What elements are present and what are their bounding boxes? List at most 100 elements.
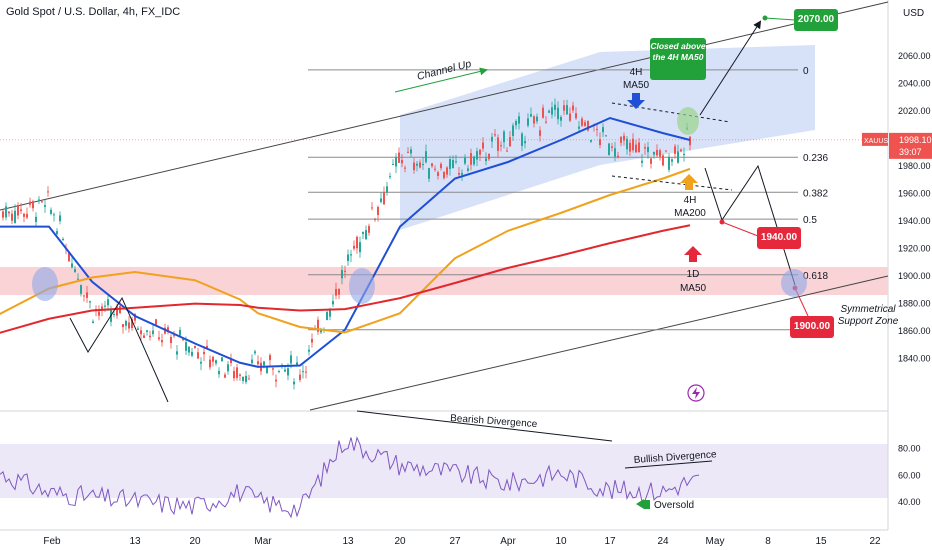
channel-lower-line	[309, 275, 889, 411]
candle-body	[182, 339, 184, 341]
candle-body	[428, 168, 430, 179]
highlight-circle-mar	[349, 268, 375, 304]
candle-body	[422, 164, 424, 166]
candle-body	[71, 263, 73, 268]
candle-body	[419, 162, 421, 168]
ma50-4h-line	[0, 116, 691, 368]
candle-body	[131, 319, 133, 329]
ma200-4h-label-bottom: MA200	[674, 208, 706, 219]
candle-body	[239, 374, 241, 376]
candle-body	[11, 213, 13, 221]
candle-body	[545, 121, 547, 123]
candle-body	[308, 349, 310, 352]
candle-body	[14, 210, 16, 223]
candle-body	[122, 324, 124, 328]
candle-body	[266, 367, 268, 374]
candle-body	[209, 359, 211, 368]
candle-body	[275, 379, 277, 382]
candle-body	[587, 121, 589, 131]
candle-body	[605, 135, 607, 137]
candle-body	[668, 156, 670, 170]
candle-body	[224, 374, 226, 378]
closed-above-callout: Closed above the 4H MA50	[650, 38, 706, 80]
candle-body	[659, 150, 661, 157]
candle-body	[623, 135, 625, 141]
candle-body	[134, 314, 136, 321]
candle-body	[578, 126, 580, 129]
candle-body	[38, 199, 40, 202]
candle-body	[413, 162, 415, 171]
candle-body	[338, 289, 340, 295]
candle-body	[548, 110, 550, 113]
candle-body	[491, 136, 493, 142]
candle-body	[503, 131, 505, 143]
candle-body	[689, 136, 691, 146]
fib-label-0: 0	[803, 66, 809, 77]
candle-body	[176, 351, 178, 355]
candle-body	[641, 160, 643, 163]
candle-body	[362, 231, 364, 234]
candle-body	[494, 134, 496, 136]
ma50-1d-line	[0, 224, 691, 334]
oversold-label: Oversold	[654, 500, 694, 511]
candle-body	[311, 338, 313, 343]
candle-body	[644, 147, 646, 149]
candle-body	[440, 163, 442, 169]
candle-body	[143, 335, 145, 338]
candle-body	[596, 128, 598, 130]
candle-body	[677, 151, 679, 163]
candle-body	[425, 151, 427, 163]
candle-body	[128, 322, 130, 329]
candle-body	[581, 118, 583, 126]
time-tick: 13	[342, 536, 354, 547]
candle-body	[356, 236, 358, 249]
closed-above-text: Closed above the 4H MA50	[650, 41, 706, 62]
candle-body	[212, 356, 214, 362]
price-tick: 2020.00	[898, 106, 931, 116]
price-tick: 1920.00	[898, 243, 931, 253]
time-tick: 24	[657, 536, 669, 547]
candle-body	[203, 351, 205, 355]
candle-body	[200, 361, 202, 364]
candle-body	[296, 362, 298, 366]
ma50-1d-arrow	[684, 246, 702, 262]
candle-body	[452, 159, 454, 169]
candle-body	[626, 138, 628, 150]
rsi	[0, 436, 700, 519]
price-tick: 1880.00	[898, 298, 931, 308]
candle-body	[470, 153, 472, 165]
candle-body	[674, 146, 676, 154]
support-label-bottom: Support Zone	[838, 316, 899, 327]
candle-body	[437, 172, 439, 176]
candle-body	[29, 201, 31, 205]
candle-body	[614, 148, 616, 157]
candle-body	[662, 155, 664, 166]
candle-body	[371, 207, 373, 209]
rsi-line	[0, 436, 700, 519]
candle-body	[332, 301, 334, 305]
candle-body	[380, 198, 382, 202]
candle-body	[17, 204, 19, 216]
candle-body	[293, 381, 295, 385]
candle-body	[152, 330, 154, 335]
candle-body	[383, 192, 385, 205]
candle-body	[563, 105, 565, 111]
candle-body	[368, 225, 370, 233]
price-tag	[889, 132, 932, 159]
candle-body	[509, 137, 511, 147]
candle-body	[236, 367, 238, 378]
candle-body	[635, 144, 637, 153]
symbol-tag	[862, 132, 888, 146]
candle-body	[215, 360, 217, 364]
candle-body	[197, 352, 199, 359]
candle-body	[515, 121, 517, 126]
candle-body	[551, 107, 553, 115]
candle-body	[344, 270, 346, 272]
candle-body	[341, 270, 343, 279]
candle-body	[194, 346, 196, 349]
candle-body	[446, 167, 448, 175]
price-tick: 1860.00	[898, 326, 931, 336]
candle-body	[560, 116, 562, 121]
candle-body	[74, 269, 76, 273]
